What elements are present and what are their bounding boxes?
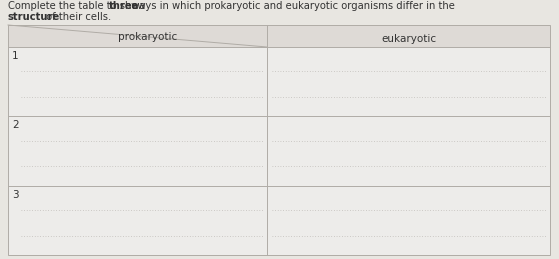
- Text: three: three: [108, 1, 139, 11]
- Text: 2: 2: [12, 120, 18, 130]
- Text: 3: 3: [12, 190, 18, 200]
- Text: eukaryotic: eukaryotic: [381, 34, 436, 44]
- Text: structure: structure: [8, 12, 60, 22]
- Text: 1: 1: [12, 51, 18, 61]
- Bar: [8, 25, 550, 255]
- Bar: [8, 25, 550, 255]
- Text: ways in which prokaryotic and eukaryotic organisms differ in the: ways in which prokaryotic and eukaryotic…: [128, 1, 455, 11]
- Text: Complete the table to show: Complete the table to show: [8, 1, 149, 11]
- Text: prokaryotic: prokaryotic: [118, 32, 177, 42]
- Bar: [8, 25, 550, 47]
- Text: of their cells.: of their cells.: [43, 12, 111, 22]
